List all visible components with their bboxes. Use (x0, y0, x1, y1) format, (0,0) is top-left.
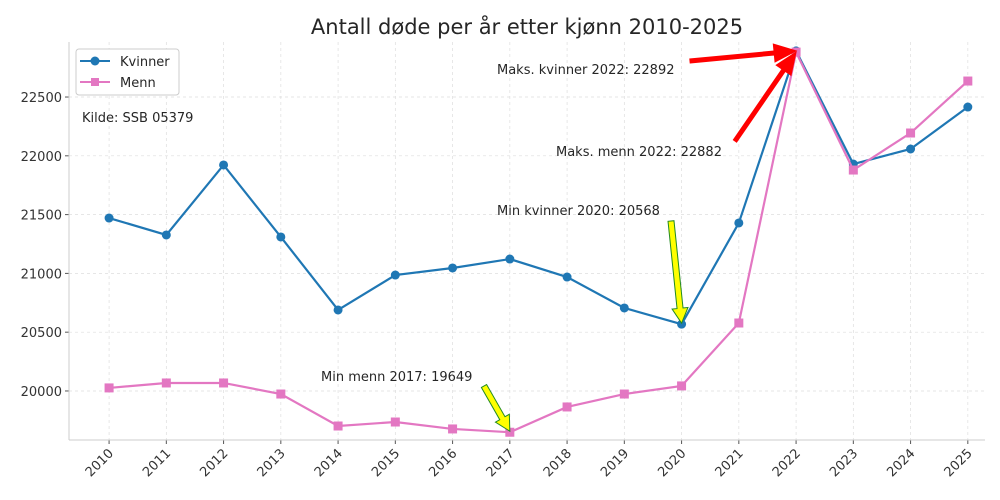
menn-line (108, 48, 969, 434)
x-tick-label: 2023 (827, 446, 861, 480)
menn-point (161, 378, 171, 388)
y-tick-label: 22500 (21, 91, 62, 106)
menn-point (963, 76, 973, 86)
menn-point (619, 389, 629, 399)
x-tick-label: 2016 (426, 446, 460, 480)
menn-point (505, 427, 515, 437)
legend-menn-marker (91, 78, 99, 86)
kvinner-point (390, 270, 400, 280)
kvinner-point (448, 263, 458, 273)
grid (69, 42, 985, 440)
x-tick-label: 2020 (655, 446, 689, 480)
menn-point (906, 128, 916, 138)
legend-menn-label: Menn (120, 76, 156, 91)
legend: Kvinner Menn (75, 48, 180, 96)
kvinner-point (161, 230, 171, 240)
y-tick-label: 22000 (21, 150, 62, 165)
menn-point (104, 383, 114, 393)
red-arrow-icon (689, 43, 798, 64)
kvinner-point (333, 305, 343, 315)
legend-kvinner-marker (90, 56, 100, 66)
x-tick-label: 2010 (83, 446, 117, 480)
annotations: Maks. kvinner 2022: 22892 Maks. menn 2022… (321, 43, 798, 433)
y-tick-label: 20500 (21, 326, 62, 341)
x-tick-label: 2012 (197, 446, 231, 480)
annotation-label: Maks. kvinner 2022: 22892 (497, 63, 675, 78)
kvinner-line (108, 48, 969, 326)
x-tick-label: 2014 (312, 446, 346, 480)
chart-title: Antall døde per år etter kjønn 2010-2025 (311, 14, 743, 39)
annotation-label: Maks. menn 2022: 22882 (556, 145, 722, 160)
yellow-arrow-icon (667, 220, 689, 325)
y-tick-label: 20000 (21, 385, 62, 400)
annotation-label: Min kvinner 2020: 20568 (497, 204, 660, 219)
x-tick-label: 2015 (369, 446, 403, 480)
x-tick-label: 2025 (942, 446, 976, 480)
x-tick-label: 2021 (713, 446, 747, 480)
kvinner-point (104, 213, 114, 223)
red-arrow-icon (732, 51, 797, 143)
x-tick-label: 2024 (884, 446, 918, 480)
kvinner-point (734, 218, 744, 228)
kvinner-point (619, 303, 629, 313)
menn-point (562, 402, 572, 412)
kvinner-point (906, 144, 916, 154)
menn-point (448, 424, 458, 434)
menn-point (734, 318, 744, 328)
kvinner-point (562, 272, 572, 282)
kvinner-point (219, 160, 229, 170)
kvinner-point (505, 254, 515, 264)
x-tick-label: 2019 (598, 446, 632, 480)
menn-point (390, 417, 400, 427)
y-tick-label: 21000 (21, 267, 62, 282)
menn-point (848, 165, 858, 175)
menn-point (219, 378, 229, 388)
yellow-arrow-icon (480, 383, 511, 433)
legend-kvinner-label: Kvinner (120, 55, 170, 70)
series-lines (104, 46, 973, 437)
annotation-label: Min menn 2017: 19649 (321, 370, 472, 385)
menn-point (276, 389, 286, 399)
source-note: Kilde: SSB 05379 (82, 111, 193, 126)
x-tick-label: 2022 (770, 446, 804, 480)
x-tick-label: 2018 (541, 446, 575, 480)
menn-point (677, 381, 687, 391)
x-tick-label: 2013 (255, 446, 289, 480)
kvinner-point (963, 102, 973, 112)
x-tick-label: 2011 (140, 446, 174, 480)
kvinner-point (276, 232, 286, 242)
y-tick-label: 21500 (21, 209, 62, 224)
x-tick-label: 2017 (484, 446, 518, 480)
kvinner-point (677, 319, 687, 329)
menn-point (333, 421, 343, 431)
